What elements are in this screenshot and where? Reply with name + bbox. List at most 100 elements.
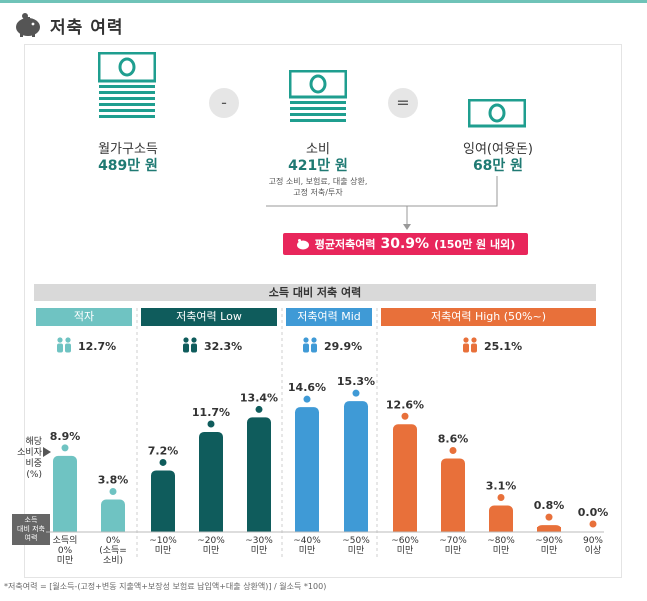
- spend-note-2: 고정 저축/투자: [293, 188, 343, 197]
- data-label-5: 14.6%: [288, 381, 326, 394]
- y-axis-note-line: 비중: [25, 459, 42, 469]
- bar-dot-7: [401, 412, 409, 420]
- y-axis-note-line: (%): [26, 470, 42, 480]
- bar-dot-1: [109, 488, 117, 496]
- share-deficit: 12.7%: [54, 337, 116, 356]
- share-high-value: 25.1%: [484, 340, 523, 353]
- share-low: 32.3%: [180, 337, 242, 356]
- x-tick-label-0: 미만: [57, 555, 74, 566]
- income-label: 월가구소득: [98, 142, 158, 157]
- average-savings-badge: 평균저축여력 30.9% (150만 원 내외): [283, 233, 528, 255]
- bar-base-6: [344, 527, 368, 532]
- bar-dot-10: [545, 513, 553, 521]
- data-label-10: 0.8%: [534, 499, 565, 512]
- bar-base-9: [489, 527, 513, 532]
- x-tick-label-5: 미만: [299, 545, 316, 556]
- share-mid-value: 29.9%: [324, 340, 363, 353]
- x-tick-label-11: 90%: [583, 536, 603, 546]
- x-axis-tag-line: 소득: [24, 516, 38, 524]
- data-label-3: 11.7%: [192, 406, 230, 419]
- share-low-value: 32.3%: [204, 340, 243, 353]
- bar-dot-3: [207, 420, 215, 428]
- connector-lines: [266, 176, 498, 230]
- pointer-arrow-icon: [43, 447, 51, 457]
- x-tick-label-8: 미만: [445, 545, 462, 556]
- category-high: 저축여력 High (50%~): [381, 308, 596, 326]
- x-axis-tag: 소득 대비 저축 여력: [12, 514, 50, 545]
- x-tick-label-8: ~70%: [439, 536, 467, 546]
- data-label-4: 13.4%: [240, 391, 278, 404]
- data-label-9: 3.1%: [486, 479, 517, 492]
- x-tick-label-4: ~30%: [245, 536, 273, 546]
- x-tick-label-2: ~10%: [149, 536, 177, 546]
- people-icon: [460, 337, 480, 356]
- data-label-6: 15.3%: [337, 375, 375, 388]
- x-tick-label-1: 소비): [103, 555, 123, 566]
- x-tick-label-5: ~40%: [293, 536, 321, 546]
- spend-value: 421만 원: [288, 158, 348, 174]
- bar-0: [53, 455, 77, 532]
- money-bill-icon: [468, 99, 526, 128]
- top-accent-line: [0, 0, 647, 3]
- bar-base-3: [199, 527, 223, 532]
- piggy-small-icon: [296, 239, 309, 250]
- spend-note-1: 고정 소비, 보험료, 대출 상환,: [268, 177, 368, 186]
- bar-7: [393, 424, 417, 532]
- bar-dot-11: [589, 520, 597, 528]
- data-label-11: 0.0%: [578, 506, 609, 519]
- bar-8: [441, 458, 465, 532]
- average-suffix: (150만 원 내외): [434, 238, 516, 251]
- surplus-value: 68만 원: [472, 158, 524, 174]
- x-tick-label-9: ~80%: [487, 536, 515, 546]
- bar-base-10: [537, 527, 561, 532]
- bar-dot-6: [352, 389, 360, 397]
- y-axis-note-line: 소비자: [17, 448, 42, 458]
- x-tick-label-3: ~20%: [197, 536, 225, 546]
- money-stack-medium-icon: [289, 70, 347, 122]
- bar-4: [247, 417, 271, 532]
- x-tick-label-0: 소득의: [53, 535, 78, 546]
- bar-base-5: [295, 527, 319, 532]
- average-pct: 30.9%: [380, 236, 430, 252]
- equals-operator: =: [388, 88, 418, 118]
- bar-3: [199, 431, 223, 532]
- x-tick-label-10: 미만: [541, 545, 558, 556]
- people-icon: [300, 337, 320, 356]
- x-tick-label-2: 미만: [155, 545, 172, 556]
- bar-base-1: [101, 527, 125, 532]
- data-label-7: 12.6%: [386, 398, 424, 411]
- bar-dot-8: [449, 446, 457, 454]
- x-tick-label-7: 미만: [397, 545, 414, 556]
- category-low: 저축여력 Low: [141, 308, 277, 326]
- piggy-bank-icon: [16, 13, 40, 37]
- footnote: *저축여력 = [월소득-(고정+변동 지출액+보장성 보험료 납입액+대출 상…: [4, 582, 327, 591]
- minus-operator: -: [209, 88, 239, 118]
- x-tick-label-0: 0%: [58, 546, 73, 556]
- bar-dot-4: [255, 405, 263, 413]
- section-header: 저축 여력: [14, 12, 123, 38]
- data-label-8: 8.6%: [438, 432, 469, 445]
- x-tick-label-7: ~60%: [391, 536, 419, 546]
- share-deficit-value: 12.7%: [78, 340, 117, 353]
- x-tick-label-10: ~90%: [535, 536, 563, 546]
- money-stack-large-icon: [98, 52, 156, 118]
- page-title: 저축 여력: [50, 17, 124, 38]
- bar-5: [295, 407, 319, 532]
- surplus-label: 잉여(여윳돈): [463, 142, 533, 157]
- section-title-bar: 소득 대비 저축 여력: [34, 284, 596, 301]
- category-mid: 저축여력 Mid: [286, 308, 372, 326]
- data-label-2: 7.2%: [148, 444, 179, 457]
- average-prefix: 평균저축여력: [314, 238, 376, 251]
- x-tick-label-4: 미만: [251, 545, 268, 556]
- y-axis-note-line: 해당: [25, 437, 42, 447]
- data-label-1: 3.8%: [98, 474, 129, 487]
- bar-base-8: [441, 527, 465, 532]
- spend-label: 소비: [306, 142, 330, 157]
- bar-base-0: [53, 527, 77, 532]
- bar-1: [101, 499, 125, 532]
- x-tick-label-3: 미만: [203, 545, 220, 556]
- bar-2: [151, 470, 175, 532]
- bar-base-4: [247, 527, 271, 532]
- share-mid: 29.9%: [300, 337, 362, 356]
